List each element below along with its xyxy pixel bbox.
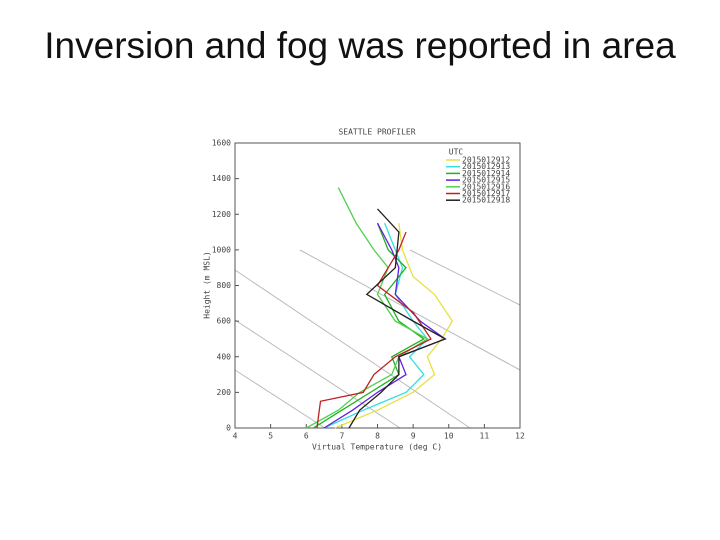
- x-tick-label: 4: [233, 432, 238, 441]
- profile-line: [305, 187, 429, 429]
- x-tick-label: 8: [375, 432, 380, 441]
- legend-label: 2015012917: [462, 189, 510, 198]
- y-tick-label: 800: [217, 281, 232, 290]
- legend-label: 2015012912: [462, 156, 510, 165]
- y-tick-label: 600: [217, 317, 232, 326]
- x-tick-label: 12: [515, 432, 525, 441]
- legend-title: UTC: [449, 148, 464, 157]
- adiabat: [234, 269, 471, 429]
- y-tick-label: 1000: [212, 245, 231, 254]
- y-tick-label: 1600: [212, 139, 231, 148]
- x-tick-label: 6: [304, 432, 309, 441]
- profile-line: [348, 208, 447, 429]
- legend-label: 2015012915: [462, 176, 510, 185]
- x-tick-label: 11: [480, 432, 490, 441]
- y-tick-label: 0: [226, 424, 231, 433]
- x-tick-label: 7: [339, 432, 344, 441]
- chart-title: SEATTLE PROFILER: [338, 128, 415, 137]
- x-tick-label: 10: [444, 432, 454, 441]
- y-tick-label: 200: [217, 388, 232, 397]
- adiabat: [234, 319, 401, 429]
- profile-line: [316, 231, 432, 429]
- legend-label: 2015012918: [462, 196, 510, 205]
- profile-line: [313, 222, 426, 429]
- y-tick-label: 400: [217, 352, 232, 361]
- x-axis-label: Virtual Temperature (deg C): [312, 443, 442, 452]
- adiabat: [234, 369, 326, 429]
- legend-label: 2015012913: [462, 162, 510, 171]
- adiabat: [409, 249, 521, 306]
- profile-line: [334, 223, 454, 429]
- adiabats: [234, 249, 521, 429]
- x-tick-label: 9: [411, 432, 416, 441]
- legend-label: 2015012916: [462, 182, 510, 191]
- y-tick-label: 1400: [212, 174, 231, 183]
- x-tick-label: 5: [268, 432, 273, 441]
- y-axis-label: Height (m MSL): [203, 251, 212, 318]
- y-tick-label: 1200: [212, 210, 231, 219]
- legend-label: 2015012914: [462, 169, 510, 178]
- slide-title: Inversion and fog was reported in area: [44, 25, 676, 66]
